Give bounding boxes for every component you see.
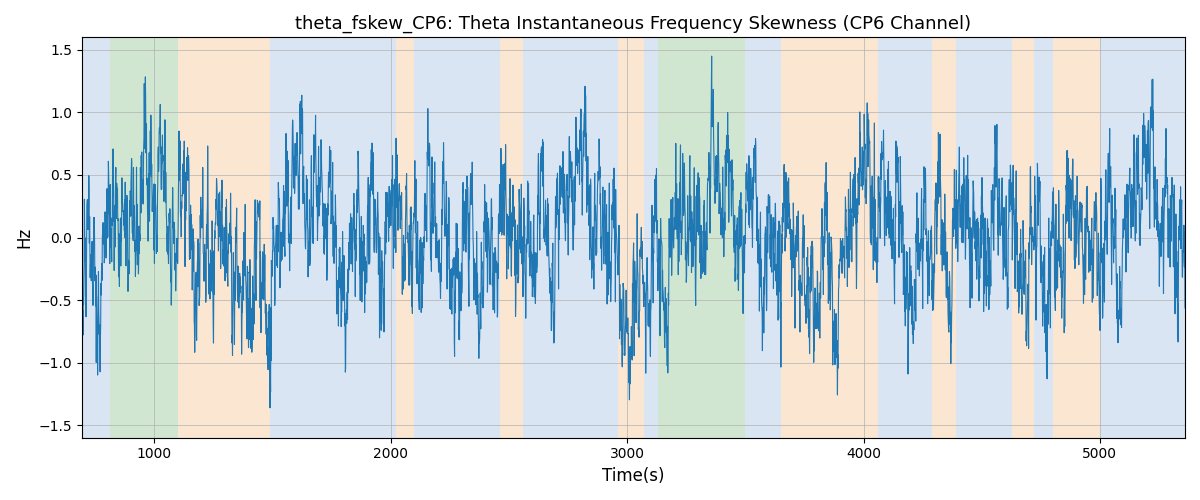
- Bar: [82, 38, 109, 438]
- Bar: [658, 38, 745, 438]
- Bar: [270, 38, 287, 438]
- Bar: [396, 38, 414, 438]
- Bar: [618, 38, 643, 438]
- Bar: [287, 38, 396, 438]
- X-axis label: Time(s): Time(s): [602, 467, 665, 485]
- Bar: [643, 38, 658, 438]
- Title: theta_fskew_CP6: Theta Instantaneous Frequency Skewness (CP6 Channel): theta_fskew_CP6: Theta Instantaneous Fre…: [295, 15, 972, 34]
- Bar: [745, 38, 781, 438]
- Bar: [877, 38, 932, 438]
- Bar: [414, 38, 499, 438]
- Bar: [109, 38, 178, 438]
- Bar: [932, 38, 955, 438]
- Bar: [781, 38, 877, 438]
- Bar: [523, 38, 618, 438]
- Bar: [499, 38, 523, 438]
- Bar: [178, 38, 270, 438]
- Bar: [1033, 38, 1052, 438]
- Bar: [1100, 38, 1186, 438]
- Bar: [1052, 38, 1100, 438]
- Bar: [1013, 38, 1033, 438]
- Y-axis label: Hz: Hz: [14, 227, 32, 248]
- Bar: [955, 38, 1013, 438]
